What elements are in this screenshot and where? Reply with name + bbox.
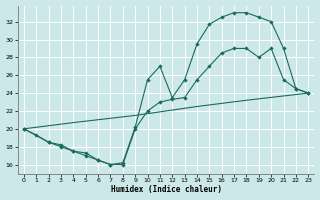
X-axis label: Humidex (Indice chaleur): Humidex (Indice chaleur) <box>111 185 221 194</box>
